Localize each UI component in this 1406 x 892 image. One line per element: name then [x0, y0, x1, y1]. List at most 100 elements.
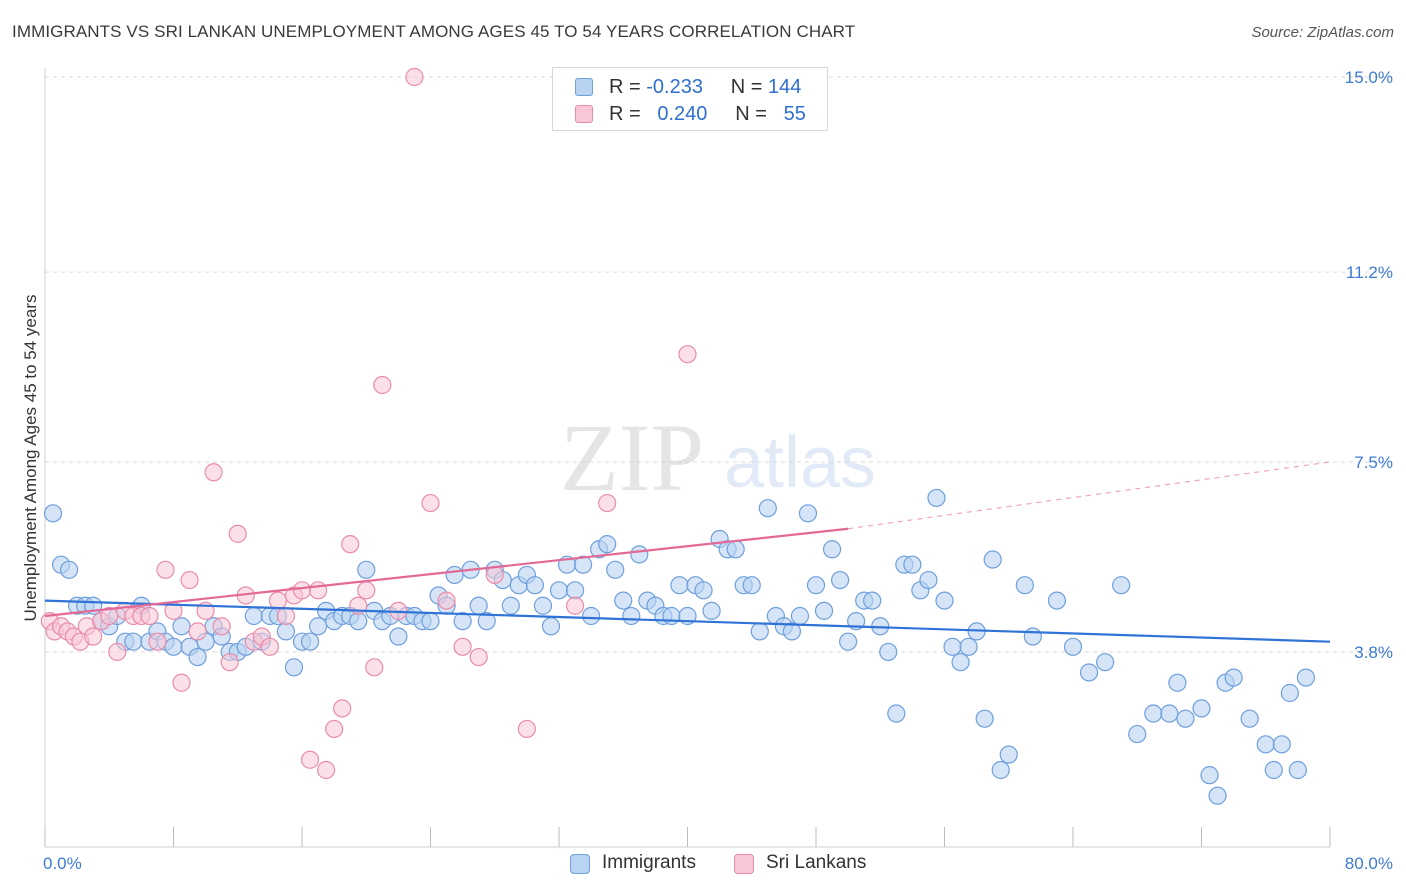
srilankans-point: [598, 493, 617, 513]
immigrants-point: [501, 596, 520, 615]
legend-label: Immigrants: [602, 852, 696, 873]
srilankans-swatch: [575, 105, 593, 123]
y-tick-label: 15.0%: [1345, 68, 1393, 87]
immigrants-point: [742, 576, 761, 595]
axes: [44, 68, 1331, 848]
immigrants-point: [1192, 699, 1211, 718]
srilankans-point: [316, 760, 336, 780]
immigrants-point: [1256, 735, 1275, 754]
immigrants-point: [806, 576, 826, 595]
immigrants-point: [887, 704, 906, 723]
immigrants-point: [300, 632, 320, 651]
srilankans-point: [156, 560, 175, 579]
legend-label: Sri Lankans: [766, 852, 867, 873]
x-tick-label-max: 80.0%: [1345, 854, 1393, 873]
srilankans-point: [421, 493, 440, 513]
n-label: N =: [730, 76, 763, 98]
immigrants-point: [662, 606, 681, 626]
immigrants-point: [798, 504, 818, 523]
source-credit: Source: ZipAtlas.com: [1251, 24, 1394, 41]
immigrants-point: [814, 601, 834, 620]
immigrants-point: [389, 627, 408, 646]
immigrants-point: [951, 653, 970, 672]
srilankans-point: [300, 750, 320, 769]
immigrants-swatch: [575, 78, 593, 96]
srilankans-point: [373, 375, 392, 395]
immigrants-point: [188, 647, 207, 667]
srilankans-point: [188, 622, 207, 641]
immigrants-point: [477, 612, 496, 631]
immigrants-point: [1063, 637, 1083, 656]
immigrants-point: [935, 591, 954, 610]
n-label: N =: [735, 103, 767, 125]
immigrants-point: [782, 622, 802, 641]
watermark: ZIP atlas: [560, 404, 876, 511]
srilankans-point: [333, 699, 352, 718]
immigrants-point: [1200, 766, 1219, 785]
immigrants-point: [1015, 576, 1034, 595]
immigrants-point: [999, 745, 1018, 764]
immigrants-point: [1264, 760, 1283, 780]
srilankans-point: [204, 463, 223, 482]
r-label: R =: [609, 103, 641, 125]
immigrants-point: [164, 637, 183, 656]
srilankans-point: [341, 535, 360, 554]
srilankans-point: [517, 719, 536, 739]
srilankans-point: [172, 673, 191, 692]
srilankans-point: [260, 637, 279, 656]
immigrants-point: [59, 560, 79, 579]
tick-labels: 3.8% 7.5% 11.2% 15.0% 0.0% 80.0%: [43, 68, 1393, 873]
r-label: R =: [609, 76, 641, 98]
n-value: 144: [768, 76, 802, 98]
immigrants-point: [1096, 653, 1115, 672]
srilankans-point: [325, 719, 344, 739]
immigrants-points: [43, 488, 1316, 805]
srilankans-point: [308, 581, 328, 600]
immigrants-point: [879, 642, 898, 662]
immigrants-point: [614, 591, 633, 610]
immigrants-point: [582, 606, 601, 626]
immigrants-point: [124, 632, 143, 651]
immigrants-point: [758, 499, 777, 518]
immigrants-point: [1296, 668, 1316, 687]
immigrants-point: [903, 555, 922, 574]
immigrants-point: [975, 709, 994, 728]
immigrants-point: [172, 617, 191, 636]
srilankans-point: [140, 606, 159, 626]
srilankans-point: [469, 647, 488, 667]
immigrants-point: [1272, 735, 1291, 754]
r-value: 0.240: [657, 103, 708, 125]
immigrants-point: [1112, 576, 1131, 595]
trend-lines: [44, 461, 1331, 643]
x-tick-label-min: 0.0%: [43, 854, 82, 873]
immigrants-point: [830, 570, 850, 590]
immigrants-point: [622, 606, 641, 626]
immigrants-point: [1224, 668, 1243, 687]
srilankans-point: [180, 570, 199, 590]
immigrants-point: [276, 622, 296, 641]
immigrants-point: [43, 504, 63, 523]
srilankans-point: [212, 617, 231, 636]
gridlines: [45, 76, 1390, 653]
srilankans-point: [108, 642, 127, 662]
srilankans-point: [437, 591, 456, 610]
srilankans-point: [100, 606, 119, 626]
srilankans-trend-extension: [848, 461, 1331, 530]
immigrants-point: [943, 637, 962, 656]
srilankans-point: [268, 591, 288, 610]
immigrants-point: [959, 637, 978, 656]
srilankans-point: [565, 596, 585, 615]
srilankans-point: [485, 565, 504, 585]
immigrants-point: [469, 596, 488, 615]
watermark-atlas: atlas: [724, 423, 876, 503]
srilankans-point: [365, 658, 384, 677]
immigrants-point: [1280, 683, 1299, 703]
immigrants-point: [1023, 627, 1042, 646]
immigrants-point: [1240, 709, 1259, 728]
immigrants-point: [1128, 724, 1147, 744]
immigrants-point: [927, 488, 946, 508]
srilankans-point: [276, 606, 296, 626]
immigrants-point: [694, 581, 713, 600]
immigrants-point: [284, 658, 304, 677]
